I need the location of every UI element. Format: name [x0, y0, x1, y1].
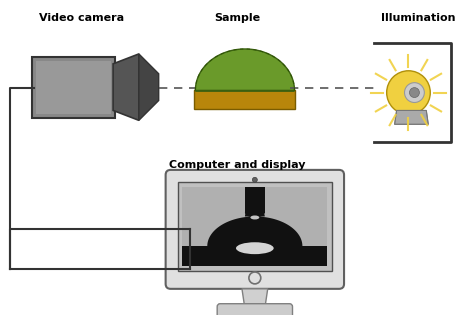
Text: Illumination: Illumination: [381, 13, 456, 23]
Circle shape: [410, 88, 419, 98]
Text: Computer and display: Computer and display: [169, 160, 305, 170]
Polygon shape: [245, 209, 265, 216]
Polygon shape: [394, 110, 428, 124]
FancyBboxPatch shape: [36, 61, 111, 114]
FancyBboxPatch shape: [217, 304, 292, 316]
Text: Video camera: Video camera: [39, 13, 124, 23]
FancyBboxPatch shape: [245, 187, 265, 213]
Ellipse shape: [250, 216, 259, 219]
FancyBboxPatch shape: [182, 246, 327, 266]
Polygon shape: [139, 54, 159, 120]
FancyBboxPatch shape: [32, 57, 115, 118]
Ellipse shape: [236, 242, 273, 254]
Circle shape: [387, 71, 430, 114]
Circle shape: [252, 177, 257, 182]
FancyBboxPatch shape: [178, 182, 332, 271]
FancyBboxPatch shape: [165, 170, 344, 289]
Polygon shape: [195, 49, 294, 91]
Polygon shape: [113, 54, 139, 120]
FancyBboxPatch shape: [194, 90, 295, 109]
Ellipse shape: [245, 208, 265, 217]
Text: Sample: Sample: [214, 13, 260, 23]
FancyBboxPatch shape: [182, 187, 327, 266]
Polygon shape: [207, 216, 302, 246]
Circle shape: [404, 83, 424, 102]
Polygon shape: [242, 289, 268, 309]
